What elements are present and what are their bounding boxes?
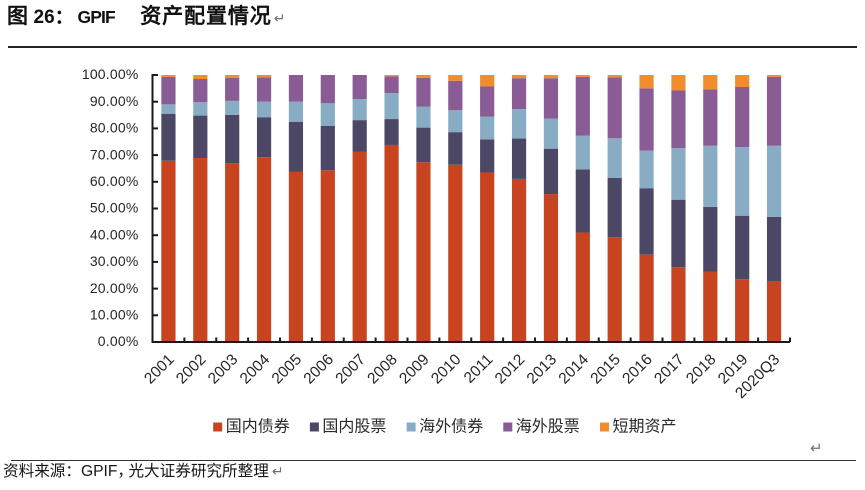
svg-text:30.00%: 30.00% (90, 253, 139, 269)
svg-text:2016: 2016 (619, 351, 655, 387)
svg-text:10.00%: 10.00% (90, 307, 139, 323)
svg-text:2013: 2013 (524, 351, 560, 387)
svg-text:2007: 2007 (332, 351, 368, 387)
svg-text:2012: 2012 (492, 351, 528, 387)
svg-text:2004: 2004 (237, 351, 274, 388)
svg-text:70.00%: 70.00% (90, 146, 139, 162)
svg-text:50.00%: 50.00% (90, 200, 139, 216)
svg-text:2014: 2014 (556, 351, 593, 388)
svg-text:国内债券: 国内债券 (226, 418, 290, 436)
svg-text:海外股票: 海外股票 (516, 418, 580, 436)
svg-text:短期资产: 短期资产 (613, 418, 677, 436)
svg-text:0.00%: 0.00% (98, 333, 139, 349)
svg-text:90.00%: 90.00% (90, 93, 139, 109)
svg-text:2017: 2017 (651, 351, 687, 387)
svg-text:2003: 2003 (205, 351, 241, 387)
svg-text:海外债券: 海外债券 (419, 418, 483, 436)
svg-text:80.00%: 80.00% (90, 120, 139, 136)
svg-text:2006: 2006 (301, 351, 337, 387)
svg-text:2009: 2009 (396, 351, 432, 387)
svg-text:2015: 2015 (587, 351, 623, 387)
svg-text:2018: 2018 (683, 351, 719, 387)
svg-text:20.00%: 20.00% (90, 280, 139, 296)
svg-text:40.00%: 40.00% (90, 226, 139, 242)
svg-text:2002: 2002 (173, 351, 209, 387)
svg-text:2011: 2011 (461, 351, 497, 387)
svg-text:2008: 2008 (364, 351, 400, 387)
svg-text:2010: 2010 (428, 351, 465, 388)
svg-text:2001: 2001 (141, 351, 177, 387)
svg-text:2005: 2005 (269, 351, 305, 387)
svg-text:国内股票: 国内股票 (322, 418, 386, 436)
svg-text:100.00%: 100.00% (82, 66, 139, 82)
svg-text:60.00%: 60.00% (90, 173, 139, 189)
